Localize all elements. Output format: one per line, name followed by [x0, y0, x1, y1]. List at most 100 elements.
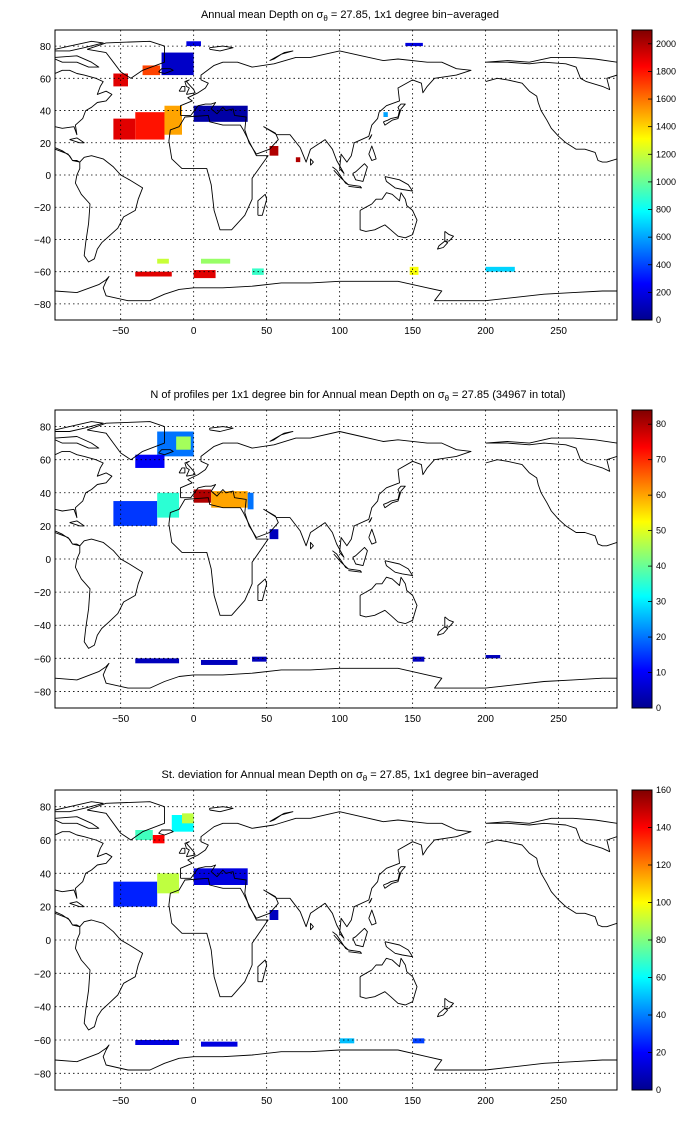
panel-3: St. deviation for Annual mean Depth on σ… — [34, 769, 671, 1107]
data-cell — [339, 1038, 355, 1044]
coastline — [310, 158, 314, 166]
coastline — [382, 866, 406, 889]
x-tick-label: −50 — [112, 326, 129, 337]
data-cell — [383, 112, 388, 117]
colorbar-tick-label: 100 — [656, 898, 671, 908]
colorbar-gradient — [631, 29, 653, 321]
x-tick-label: 200 — [477, 714, 494, 725]
coastline — [382, 485, 406, 509]
coastlines — [55, 421, 617, 689]
colorbar-tick-label: 40 — [656, 1010, 666, 1020]
coastline — [184, 460, 196, 477]
data-cell — [161, 52, 194, 76]
colorbar-tick-label: 140 — [656, 823, 671, 833]
coastline — [485, 839, 617, 928]
colorbar-tick-label: 1400 — [656, 122, 676, 132]
coastline — [55, 147, 144, 263]
coastline — [209, 45, 234, 52]
y-tick-label: −60 — [34, 1036, 51, 1047]
data-cell — [135, 830, 153, 840]
data-cell — [412, 656, 425, 662]
coastline — [332, 166, 349, 186]
x-tick-label: 150 — [404, 1096, 421, 1107]
y-tick-label: 20 — [40, 522, 52, 533]
coastline — [384, 941, 414, 958]
x-tick-label: 100 — [331, 326, 348, 337]
axes-frame — [54, 409, 618, 709]
coastline — [444, 231, 454, 242]
coastline — [209, 426, 234, 432]
panel-3-title: St. deviation for Annual mean Depth on σ… — [162, 769, 539, 783]
coastline — [384, 560, 414, 577]
data-cell — [113, 881, 158, 907]
coastline — [348, 184, 362, 189]
coastline — [257, 959, 268, 983]
coastline — [55, 1044, 617, 1071]
coastline — [348, 568, 362, 573]
coastline — [269, 811, 294, 823]
colorbar-tick-label: 30 — [656, 597, 666, 607]
colorbar-tick-label: 0 — [656, 315, 661, 325]
x-tick-label: 150 — [404, 714, 421, 725]
data-cell — [135, 1040, 180, 1045]
data-cell — [164, 105, 182, 135]
coastline — [158, 829, 174, 836]
colorbar-tick-label: 80 — [656, 935, 666, 945]
x-tick-label: 50 — [261, 1096, 273, 1107]
coastline — [485, 817, 617, 853]
coastline — [437, 240, 449, 250]
data-cell — [247, 492, 254, 510]
coastline — [485, 459, 617, 547]
coastline — [158, 68, 174, 74]
data-cell — [409, 266, 419, 275]
colorbar-tick-label: 800 — [656, 205, 671, 215]
coastline — [55, 55, 100, 68]
y-tick-label: −40 — [34, 621, 51, 632]
coastline — [359, 576, 418, 625]
coastline — [332, 550, 349, 570]
panel-1-colorbar: 0 200 400 600 800 1000 1200 1400 1600 1800 2000 — [631, 29, 676, 325]
coastline — [348, 949, 362, 954]
coastline — [368, 897, 373, 904]
data-cell — [200, 1041, 238, 1047]
coastline — [55, 69, 113, 136]
coastline — [86, 801, 165, 841]
data-cell — [269, 910, 279, 920]
x-tick-label: −50 — [112, 714, 129, 725]
coastline — [269, 50, 294, 62]
colorbar-tick-label: 60 — [656, 973, 666, 983]
coastlines — [55, 40, 617, 302]
x-tick-label: 0 — [191, 326, 197, 337]
data-cell — [152, 835, 165, 844]
coastline — [444, 616, 454, 628]
panel-2-title: N of profiles per 1x1 degree bin for Ann… — [150, 389, 565, 403]
y-tick-label: 40 — [40, 107, 52, 118]
data-cell — [193, 105, 248, 122]
coastline — [310, 541, 314, 550]
data-cell — [200, 659, 238, 665]
colorbar-tick-label: 600 — [656, 232, 671, 242]
y-tick-label: −20 — [34, 588, 51, 599]
y-tick-label: 60 — [40, 74, 52, 85]
coastline — [368, 517, 373, 523]
y-tick-label: 40 — [40, 489, 52, 500]
y-tick-label: 0 — [45, 555, 51, 566]
y-tick-label: 0 — [45, 171, 51, 182]
coastline — [437, 1007, 449, 1018]
x-tick-label: 50 — [261, 714, 273, 725]
data-cell — [295, 157, 301, 163]
y-tick-label: −80 — [34, 300, 51, 311]
y-tick-label: −40 — [34, 235, 51, 246]
coastline — [55, 530, 144, 649]
colorbar-tick-label: 80 — [656, 419, 666, 429]
data-cell — [113, 501, 158, 526]
coastlines — [55, 801, 617, 1071]
colorbar-tick-label: 20 — [656, 1048, 666, 1058]
colorbar-tick-label: 10 — [656, 668, 666, 678]
coastline — [180, 50, 472, 174]
panel-2: N of profiles per 1x1 degree bin for Ann… — [34, 389, 666, 725]
y-tick-label: −20 — [34, 203, 51, 214]
data-cell — [193, 489, 212, 503]
coastline — [86, 421, 165, 461]
